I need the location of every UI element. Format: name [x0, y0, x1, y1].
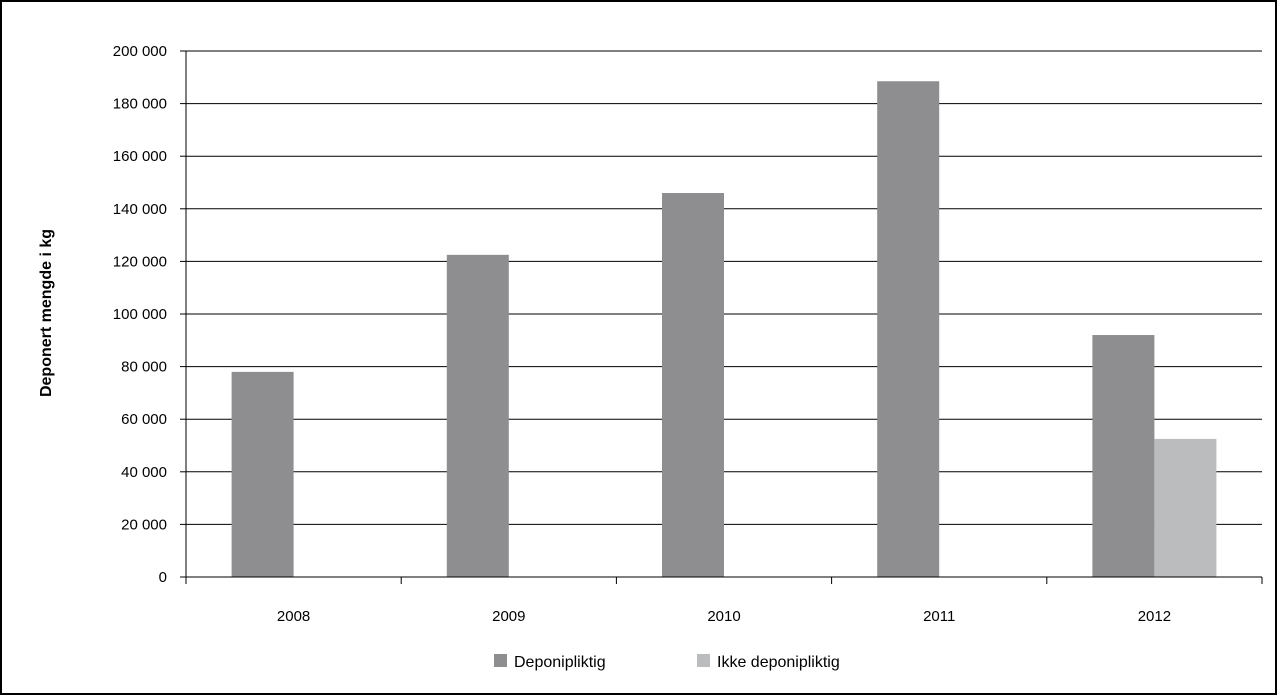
y-tick-label: 140 000: [113, 201, 167, 218]
bar-deponipliktig: [662, 193, 724, 577]
x-tick-label: 2010: [707, 608, 740, 625]
x-tick-label: 2008: [277, 608, 310, 625]
y-tick-label: 60 000: [121, 411, 167, 428]
legend-label: Ikke deponipliktig: [717, 654, 840, 671]
y-tick-label: 200 000: [113, 43, 167, 60]
legend: Deponipliktig Ikke deponipliktig: [494, 654, 840, 671]
bar-ikke-deponipliktig: [1154, 438, 1217, 577]
bars: [231, 81, 1217, 578]
y-tick-label: 160 000: [113, 148, 167, 165]
y-tick-label: 40 000: [121, 464, 167, 481]
legend-swatch: [697, 654, 710, 667]
y-tick-labels: 0 20 000 40 000 60 000 80 000 100 000 120 000 1…: [113, 43, 167, 586]
x-tick-labels: 2008 2009 2010 2011 2012: [277, 608, 1171, 625]
y-tick-label: 180 000: [113, 96, 167, 113]
bar-deponipliktig: [446, 254, 509, 577]
bar-deponipliktig: [231, 371, 294, 577]
y-tick-label: 80 000: [121, 359, 167, 376]
bar-deponipliktig: [877, 81, 940, 578]
y-axis-title: Deponert mengde i kg: [38, 229, 55, 397]
y-tick-label: 120 000: [113, 253, 167, 270]
y-tick-label: 20 000: [121, 516, 167, 533]
y-tick-label: 0: [159, 569, 167, 586]
x-tick-label: 2012: [1138, 608, 1171, 625]
x-tick-label: 2009: [492, 608, 525, 625]
axes: [180, 50, 1263, 584]
legend-swatch: [494, 654, 507, 667]
y-tick-label: 100 000: [113, 306, 167, 323]
gridlines: [186, 50, 1262, 525]
x-tick-label: 2011: [923, 608, 955, 625]
legend-label: Deponipliktig: [514, 654, 606, 671]
bar-deponipliktig: [1092, 335, 1155, 577]
